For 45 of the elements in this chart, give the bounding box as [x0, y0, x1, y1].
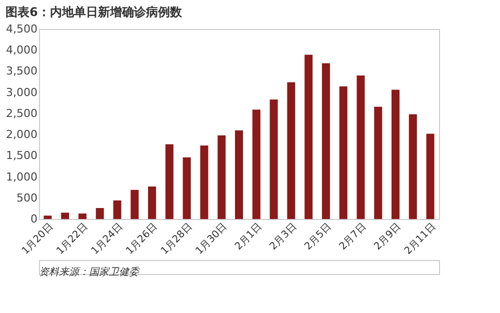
bar [235, 130, 243, 219]
bar [287, 82, 296, 219]
x-tick-label: 1月22日 [54, 222, 90, 257]
x-tick-label: 2月9日 [372, 222, 404, 252]
y-tick-label: 1,000 [6, 170, 38, 184]
bar [113, 200, 122, 219]
bar [322, 63, 330, 219]
bar [356, 75, 365, 219]
y-tick-label: 3,000 [6, 86, 38, 99]
bar [182, 157, 191, 219]
x-tick-label: 1月26日 [124, 222, 160, 257]
x-tick-label: 2月7日 [338, 222, 369, 252]
x-tick-label: 2月11日 [402, 222, 438, 257]
y-tick-label: 500 [16, 191, 38, 204]
bar [44, 216, 52, 219]
bar [96, 208, 104, 219]
bar [339, 86, 348, 219]
bar [165, 144, 174, 219]
x-tick-label: 1月28日 [159, 222, 195, 257]
bar [304, 54, 313, 219]
text: 资料来源：国家卫健委 [39, 266, 140, 278]
bar [392, 90, 400, 219]
bar [130, 190, 139, 219]
y-tick-label: 1,500 [6, 149, 38, 162]
x-tick-label: 2月1日 [233, 222, 264, 252]
bar [200, 146, 208, 219]
y-tick-label: 2,500 [6, 106, 38, 120]
x-tick-label: 1月24日 [90, 222, 126, 257]
bar [270, 100, 278, 219]
x-tick-label: 1月30日 [194, 222, 230, 257]
x-tick-label: 2月3日 [268, 222, 299, 252]
y-tick-label: 3,500 [6, 64, 38, 78]
y-tick-label: 4,500 [6, 22, 38, 36]
bar [218, 135, 226, 219]
y-tick-label: 4,000 [6, 44, 38, 57]
bar [78, 214, 86, 219]
bar [408, 114, 417, 219]
bar [374, 106, 382, 219]
bar [148, 186, 156, 219]
bar [61, 212, 70, 219]
bar [426, 134, 434, 219]
bar [252, 110, 260, 219]
chart-title: 图表6：内地单日新增确诊病例数 [6, 5, 183, 19]
x-tick-label: 2月5日 [302, 222, 334, 252]
y-tick-label: 2,000 [6, 128, 38, 142]
